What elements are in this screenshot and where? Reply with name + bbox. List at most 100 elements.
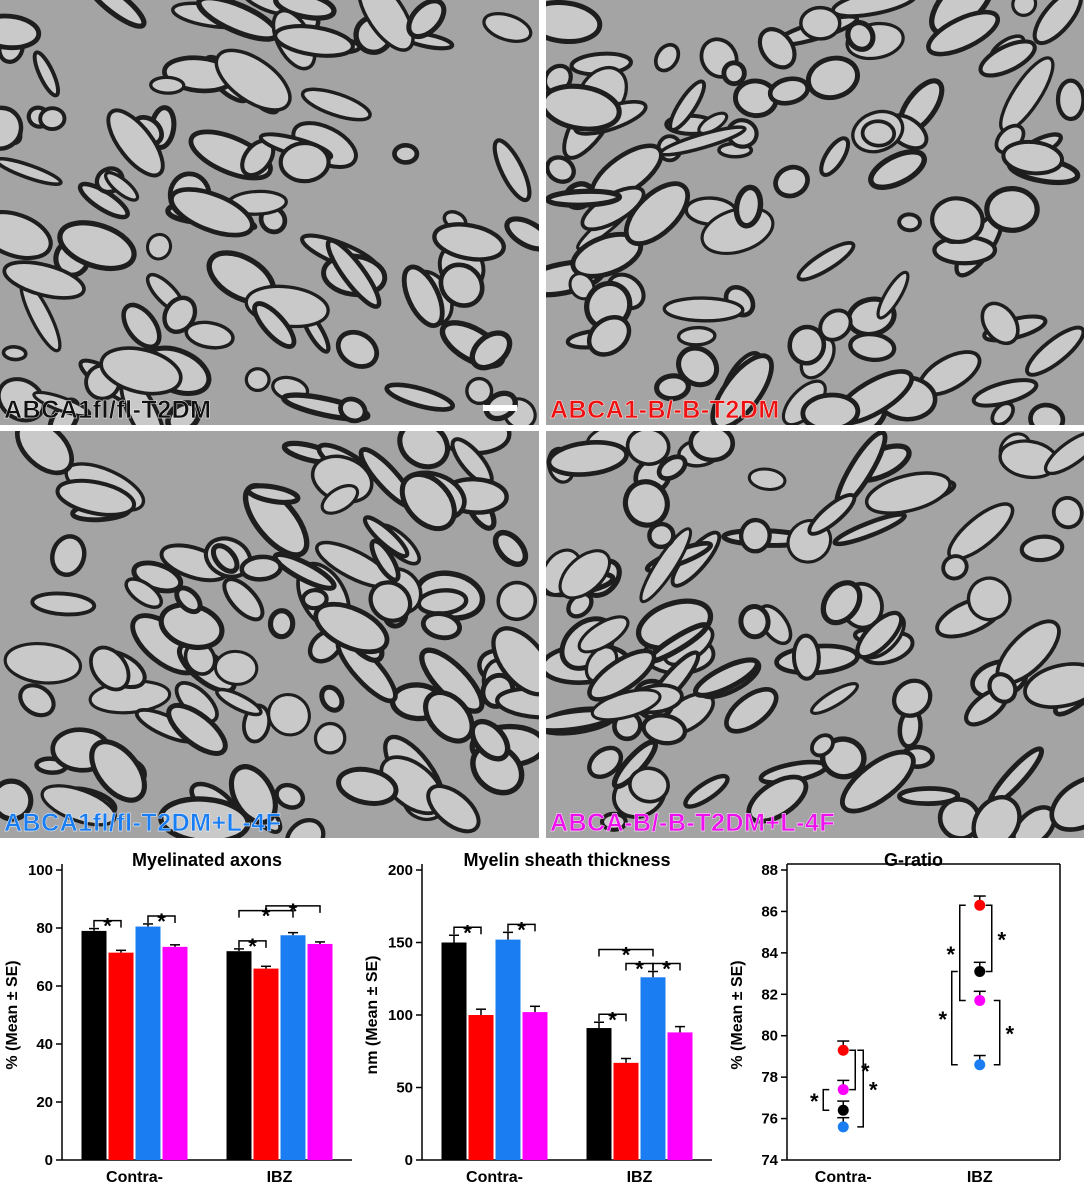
axon-shape [284,818,326,838]
axon-shape [162,295,198,334]
axon-shape [121,302,162,350]
significance-bracket [93,919,122,928]
axon-shape [210,543,240,574]
axon-shape [0,13,42,51]
chart-3: G-ratio 74 76 78 80 82 84 86 88 % (Mean ± SE) Cont… [729,850,1061,1186]
axon-shape [492,529,529,567]
bar [135,926,161,1160]
y-tick-label: 82 [761,986,778,1003]
axon-shape [773,164,810,199]
axon-shape [653,42,681,73]
axon-shape [397,431,451,470]
bar [586,1028,612,1160]
significance-star: * [248,934,257,959]
axon-shape [482,11,533,43]
bar [307,943,333,1160]
chart-title: Myelinated axons [132,850,282,870]
scale-bar [483,405,517,411]
y-tick-label: 60 [36,978,53,995]
axon-shape [213,649,259,686]
axon-shape [0,210,53,261]
y-tick-label: 200 [388,862,413,879]
axon-shape [165,400,202,425]
axon-shape [399,471,457,532]
axon-shape [245,483,301,505]
axon-shape [733,184,764,229]
axon-shape [805,55,860,101]
axon-shape [799,5,842,41]
significance-star: * [289,899,298,924]
axon-shape [0,778,34,822]
axon-shape [546,188,623,208]
data-point [974,899,986,911]
axon-shape [586,315,632,357]
axon-shape [369,538,401,583]
significance-star: * [608,1007,617,1032]
axon-shape [158,796,251,838]
axon-shape [491,626,539,697]
y-tick-label: 80 [761,1028,778,1045]
axon-shape [1043,431,1084,476]
significance-star: * [869,1078,878,1103]
axon-shape [639,527,693,604]
significance-star: * [662,957,671,982]
axon-shape [891,678,933,718]
axon-shape [336,766,399,806]
panel-label-2: ABCA1-B/-B-T2DM [550,396,780,424]
x-tick-label: IBZ [627,1169,653,1186]
axon-shape [106,108,165,178]
significance-bracket [265,905,321,913]
significance-star: * [1005,1022,1014,1047]
axon-shape [401,264,445,328]
axon-shape [577,615,630,654]
axon-shape [757,27,797,70]
axon-shape [55,478,137,517]
x-tick-label: Contra- [815,1169,872,1186]
axon-shape [600,811,628,832]
y-tick-label: 50 [396,1080,413,1097]
axon-shape [746,774,809,824]
axon-shape [149,75,186,95]
axon-shape [32,50,61,98]
axon-shape [469,330,513,371]
y-axis-label: nm (Mean ± SE) [364,955,381,1074]
chart-title: G-ratio [884,850,943,870]
axon-shape [38,106,67,132]
significance-bracket [951,970,958,1066]
significance-star: * [157,909,166,934]
axon-shape [145,232,173,261]
charts-area: Myelinated axons 0 20 40 60 80 100 % (Mean ± SE… [4,850,1061,1186]
axon-shape [546,155,576,184]
panel-label-1: ABCA1fl/fl-T2DM [4,396,212,424]
bar [108,952,134,1160]
significance-bracket [959,904,966,1002]
chart-2: Myelin sheath thickness 0 50 100 150 200 nm (M… [364,850,712,1186]
axon-shape [335,329,380,369]
significance-bracket [993,999,1001,1066]
y-axis-label: % (Mean ± SE) [729,960,746,1069]
axon-shape [244,367,271,393]
axon-shape [1028,402,1066,425]
micrograph-panel-1: ABCA1fl/fl-T2DM [0,0,539,425]
significance-star: * [938,1007,947,1032]
significance-star: * [635,957,644,982]
micrograph-panel-3: ABCA1fl/fl-T2DM+L-4F [0,431,539,838]
bar [613,1062,639,1160]
axon-shape [930,196,985,244]
axon-shape [1023,662,1084,709]
axon-shape [426,784,481,834]
axon-shape [800,392,861,425]
chart-title: Myelin sheath thickness [463,850,670,870]
axon-shape [438,262,485,308]
axon-shape [384,382,456,412]
y-tick-label: 86 [761,903,778,920]
axon-shape [897,786,961,806]
axon-shape [368,580,413,623]
axon-shape [3,641,83,685]
axon-shape [641,713,688,746]
axon-shape [320,483,360,515]
axon-shape [739,517,772,554]
axon-shape [15,431,74,476]
significance-bracket [147,915,176,923]
axon-shape [174,585,203,615]
